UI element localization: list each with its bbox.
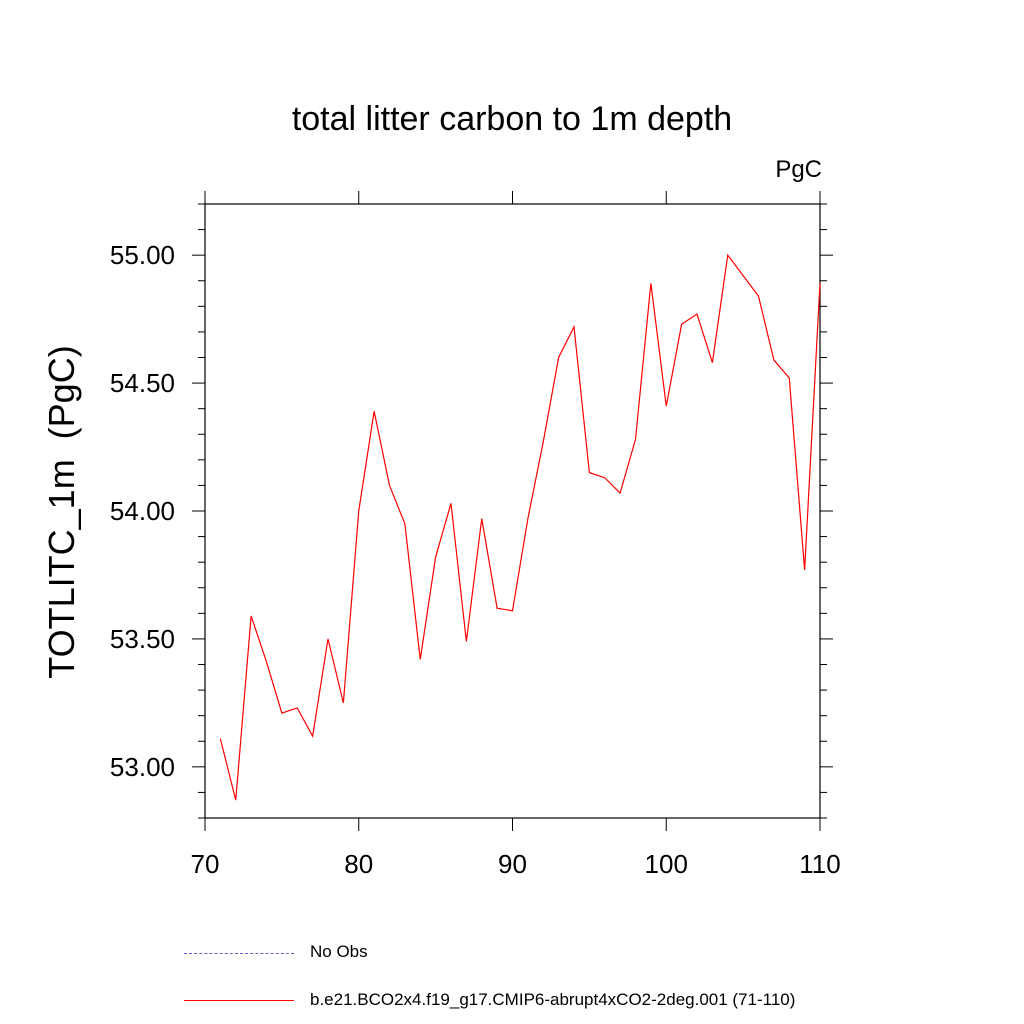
x-tick-label: 110: [799, 849, 840, 879]
x-tick-label: 70: [191, 849, 220, 879]
y-tick-label: 55.00: [110, 240, 175, 270]
y-tick-label: 54.50: [110, 368, 175, 398]
y-tick-label: 53.50: [110, 624, 175, 654]
plot-frame: [204, 203, 821, 819]
legend-swatch-model-run: [184, 1000, 294, 1001]
series-line: [219, 253, 821, 801]
x-tick-label: 100: [645, 849, 688, 879]
axis-tick-labels: 70 80 90 100 110 53.00 53.50 54.00 54.50 55.00: [110, 240, 841, 879]
legend-swatch-no-obs: [184, 953, 294, 954]
x-tick-label: 80: [344, 849, 373, 879]
data-series: [219, 253, 821, 801]
y-tick-label: 54.00: [110, 496, 175, 526]
y-tick-label: 53.00: [110, 752, 175, 782]
chart-title: total litter carbon to 1m depth: [291, 100, 733, 138]
legend-label-no-obs: No Obs: [310, 942, 368, 961]
axis-ticks: [192, 191, 833, 831]
units-label: PgC: [775, 156, 822, 183]
x-tick-label: 90: [498, 849, 527, 879]
legend-label-model-run: b.e21.BCO2x4.f19_g17.CMIP6-abrupt4xCO2-2…: [310, 990, 796, 1009]
